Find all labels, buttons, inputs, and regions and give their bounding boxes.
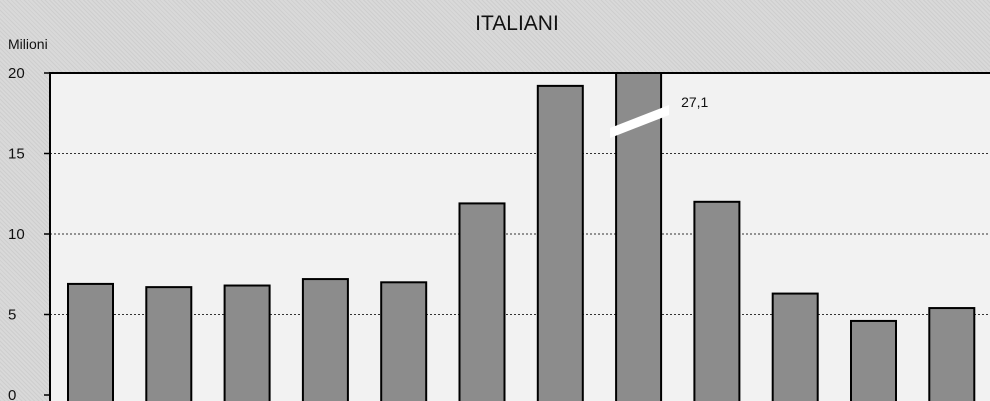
bar xyxy=(850,319,897,401)
bar xyxy=(223,284,271,401)
data-label: 27,1 xyxy=(681,94,708,110)
y-tick-label: 10 xyxy=(8,226,25,243)
bar xyxy=(380,281,428,401)
y-tick-label: 15 xyxy=(8,146,25,163)
bar xyxy=(928,307,976,401)
chart-title: ITALIANI xyxy=(475,12,559,35)
bar xyxy=(693,200,741,401)
y-axis-label: Milioni xyxy=(8,36,48,52)
bar xyxy=(536,84,584,401)
axis-break xyxy=(610,105,670,138)
plot-frame xyxy=(49,72,990,401)
y-tick-label: 0 xyxy=(8,387,16,401)
y-tick-label: 5 xyxy=(8,307,16,324)
plot-area xyxy=(50,73,990,401)
bar xyxy=(458,202,506,401)
bar xyxy=(301,278,349,401)
bar xyxy=(145,286,193,401)
bar xyxy=(67,282,114,401)
bar xyxy=(771,292,819,401)
y-tick-label: 20 xyxy=(8,65,25,82)
